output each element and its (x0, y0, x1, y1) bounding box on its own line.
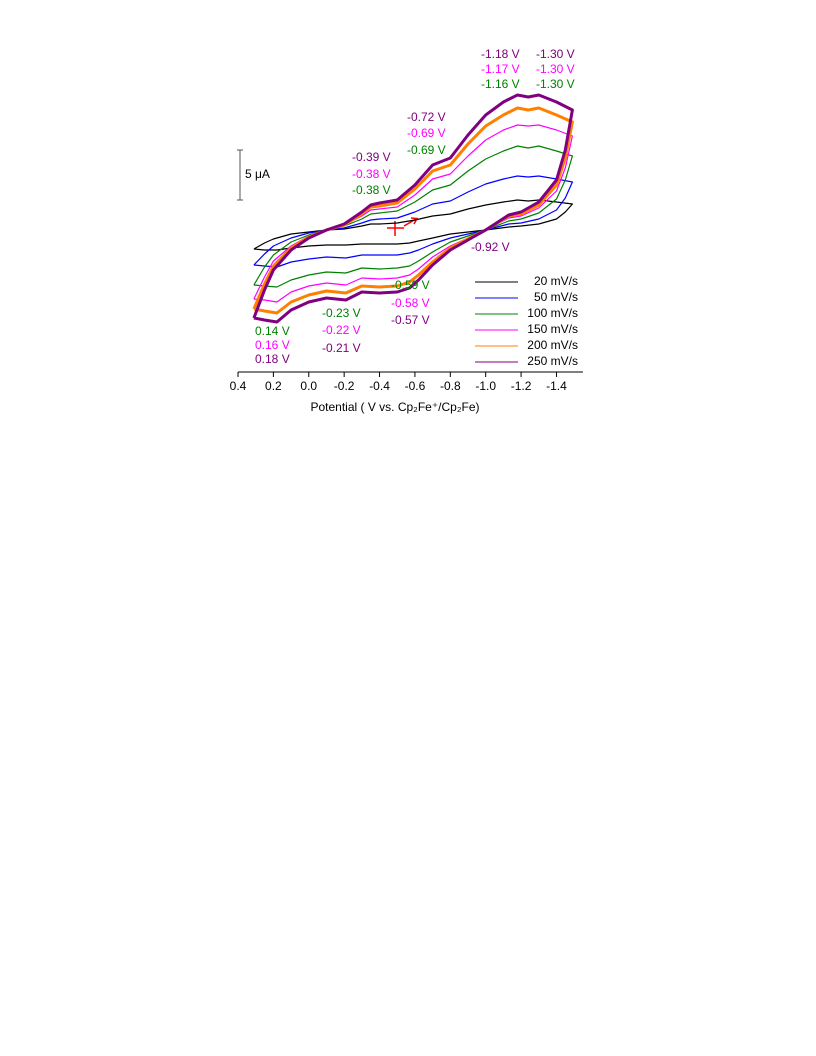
peak-annotation: 0.16 V (255, 338, 290, 352)
legend-label: 100 mV/s (527, 306, 578, 320)
peak-annotation: -0.23 V (322, 306, 361, 320)
peak-annotation: -0.39 V (352, 150, 391, 164)
peak-annotation: -0.92 V (471, 240, 510, 254)
x-tick-label: 0.2 (265, 379, 282, 393)
peak-annotation: 0.14 V (255, 324, 290, 338)
peak-annotation: -0.59 V (391, 278, 430, 292)
legend-label: 250 mV/s (527, 354, 578, 368)
peak-annotation: -0.38 V (352, 183, 391, 197)
peak-annotation: -0.72 V (407, 110, 446, 124)
x-tick-label: -0.6 (405, 379, 426, 393)
legend-label: 50 mV/s (534, 290, 578, 304)
peak-annotation: -1.30 V (536, 47, 575, 61)
x-tick-label: 0.0 (300, 379, 317, 393)
cv-curve (253, 124, 573, 303)
peak-annotation: -1.30 V (536, 77, 575, 91)
x-tick-label: -0.4 (369, 379, 390, 393)
legend-label: 200 mV/s (527, 338, 578, 352)
x-tick-label: -1.4 (546, 379, 567, 393)
peak-annotation: -1.17 V (481, 62, 520, 76)
peak-annotation: -0.38 V (352, 167, 391, 181)
peak-annotation: -1.16 V (481, 77, 520, 91)
x-tick-label: -1.0 (475, 379, 496, 393)
x-axis-label: Potential ( V vs. Cp₂Fe⁺/Cp₂Fe) (310, 400, 479, 414)
legend-label: 150 mV/s (527, 322, 578, 336)
cv-curve (252, 106, 574, 315)
peak-annotation: -0.57 V (391, 313, 430, 327)
peak-annotation: -0.22 V (322, 323, 361, 337)
peak-annotation: -0.21 V (322, 341, 361, 355)
cv-curve (253, 199, 573, 251)
scale-bar-label: 5 μA (245, 167, 270, 181)
x-tick-label: -0.2 (334, 379, 355, 393)
peak-annotation: -0.69 V (407, 126, 446, 140)
cv-curve (252, 93, 574, 324)
peak-annotation: -1.18 V (481, 47, 520, 61)
cv-curve (253, 145, 573, 288)
x-tick-label: -0.8 (440, 379, 461, 393)
x-tick-label: -1.2 (511, 379, 532, 393)
peak-annotation: -0.58 V (391, 296, 430, 310)
peak-annotation: -0.69 V (407, 143, 446, 157)
cv-curve (253, 175, 573, 268)
legend-label: 20 mV/s (534, 274, 578, 288)
peak-annotation: 0.18 V (255, 352, 290, 366)
peak-annotation: -1.30 V (536, 62, 575, 76)
x-tick-label: 0.4 (230, 379, 247, 393)
